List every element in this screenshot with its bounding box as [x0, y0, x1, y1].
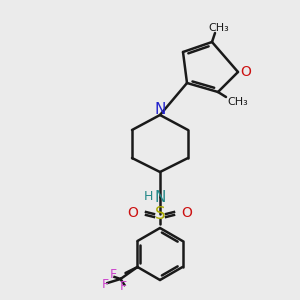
Text: H: H — [143, 190, 153, 203]
Text: N: N — [154, 190, 166, 205]
Text: F: F — [102, 278, 109, 292]
Text: S: S — [155, 205, 165, 223]
Text: CH₃: CH₃ — [228, 97, 248, 107]
Text: O: O — [128, 206, 138, 220]
Text: CH₃: CH₃ — [208, 23, 230, 33]
Text: F: F — [110, 268, 117, 281]
Text: O: O — [241, 65, 251, 79]
Text: O: O — [182, 206, 192, 220]
Text: N: N — [154, 101, 166, 116]
Text: F: F — [120, 280, 127, 293]
